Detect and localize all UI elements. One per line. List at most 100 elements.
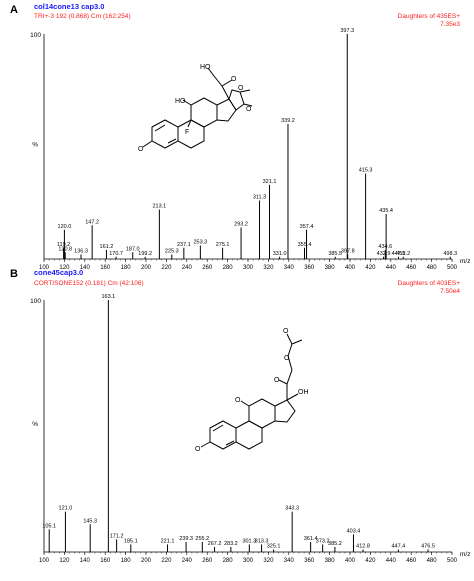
panel-a-peak-label: 170.7 <box>109 251 123 257</box>
panel-a-x-tick-label: 220 <box>161 265 172 271</box>
panel-a-x-tick-label: 480 <box>427 265 438 271</box>
panel-a-peak-label: 339.2 <box>281 118 295 124</box>
svg-text:O: O <box>138 146 144 153</box>
panel-b-x-tick-label: 120 <box>59 558 70 564</box>
panel-a-peak-label: 435.4 <box>379 208 393 214</box>
svg-text:O: O <box>246 106 252 113</box>
panel-b-x-tick-label: 500 <box>447 558 458 564</box>
panel-b-x-tick-label: 360 <box>304 558 315 564</box>
panel-a-x-tick-label: 200 <box>141 265 152 271</box>
panel-a-peak-label: 253.3 <box>193 240 207 246</box>
panel-b-peak-label: 403.4 <box>347 528 361 534</box>
panel-b-y-top-label: 100 <box>30 298 41 305</box>
panel-a-x-tick-label: 140 <box>80 265 91 271</box>
panel-a-peak-label: 434.6 <box>378 244 392 250</box>
panel-a-peak-label: 225.3 <box>165 249 179 255</box>
svg-text:F: F <box>185 129 189 136</box>
panel-b-peak-label: 301.3 <box>242 538 256 544</box>
panel-a-x-tick-label: 500 <box>447 265 458 271</box>
panel-b-x-axis-label: m/z <box>460 551 470 558</box>
panel-a-peak-label: 187.0 <box>126 246 140 252</box>
panel-a-x-tick-label: 460 <box>406 265 417 271</box>
panel-b-header: B cone45cap3.0 CORTISONE152 (0.181) Cm (… <box>10 268 460 295</box>
panel-b-x-tick-label: 480 <box>427 558 438 564</box>
panel-b-peak-label: 255.2 <box>195 536 209 542</box>
panel-a-peak-label: 355.4 <box>298 242 312 248</box>
panel-a-x-tick-label: 120 <box>59 265 70 271</box>
panel-b-peak-label: 163.1 <box>101 294 115 300</box>
panel-a-peak-label: 498.3 <box>443 251 457 257</box>
panel-a-peak-label: 385.5 <box>328 251 342 257</box>
panel-b-scan: CORTISONE152 (0.181) Cm (42:106) <box>34 280 144 287</box>
panel-b-x-tick-label: 400 <box>345 558 356 564</box>
svg-text:HO: HO <box>200 64 211 71</box>
panel-a-header: A col14cone13 cap3.0 TRI+-3 192 (0.868) … <box>10 2 460 28</box>
panel-a-y-top-label: 100 <box>30 32 41 39</box>
panel-b-structure <box>200 333 303 450</box>
panel-a-structure-atoms: O HO F HO O O O <box>138 64 252 153</box>
panel-a-x-tick-label: 360 <box>304 265 315 271</box>
panel-a-file: col14cone13 cap3.0 <box>34 2 104 11</box>
panel-b-peak-label: 361.4 <box>304 536 318 542</box>
panel-b-x-tick-label: 160 <box>100 558 111 564</box>
panel-b-x-tick-label: 200 <box>141 558 152 564</box>
panel-b-structure-atoms: O O O OH O O <box>195 328 309 453</box>
panel-b-peak-label: 105.1 <box>42 523 56 529</box>
panel-b-spectrum: 100% 100 120 140 160 180 200 220 240 260 280 300 320… <box>30 294 470 564</box>
panel-b-peak-label: 325.1 <box>267 543 281 549</box>
panel-a-x-tick-label: 440 <box>386 265 397 271</box>
panel-b-x-tick-label: 440 <box>386 558 397 564</box>
panel-b-file: cone45cap3.0 <box>34 268 83 277</box>
panel-b-x-tick-label: 380 <box>325 558 336 564</box>
panel-b-x-tick-label: 420 <box>365 558 376 564</box>
panel-b-peak-label: 171.2 <box>110 533 124 539</box>
panel-b-peak-label: 447.4 <box>391 543 405 549</box>
panel-b-peak-label: 145.3 <box>83 518 97 524</box>
panel-a-peak-label: 397.8 <box>341 249 355 255</box>
panel-a-peak-label: 447.5 <box>392 251 406 257</box>
panel-a-peak-label: 293.2 <box>234 222 248 228</box>
panel-b-x-tick-label: 140 <box>80 558 91 564</box>
panel-a-intensity: 7.35e3 <box>440 21 460 28</box>
panel-a-peak-label: 237.1 <box>177 242 191 248</box>
panel-b-x-tick-label: 220 <box>161 558 172 564</box>
panel-b-x-tick-label: 240 <box>182 558 193 564</box>
svg-text:O: O <box>274 377 280 384</box>
panel-b-x-tick-label: 460 <box>406 558 417 564</box>
panel-a-x-tick-label: 180 <box>121 265 132 271</box>
panel-a-peak-label: 120.8 <box>58 246 72 252</box>
panel-a-x-tick-label: 160 <box>100 265 111 271</box>
svg-text:O: O <box>284 355 290 362</box>
panel-a-peak-label: 213.1 <box>152 204 166 210</box>
panel-a-peak-label: 321.1 <box>263 179 277 185</box>
panel-a-x-axis-label: m/z <box>460 258 470 265</box>
panel-b-peak-label: 313.3 <box>255 538 269 544</box>
panel-b-label: B <box>10 268 18 280</box>
panel-a-x-tick-label: 300 <box>243 265 254 271</box>
panel-a-scan: TRI+-3 192 (0.868) Cm (162:254) <box>34 13 131 20</box>
panel-a-peak-label: 452.2 <box>396 251 410 257</box>
panel-b-x-tick-label: 340 <box>284 558 295 564</box>
svg-text:O: O <box>235 397 241 404</box>
panel-a-x-tick-label: 100 <box>39 265 50 271</box>
panel-a-spectrum: 100% 100 120 140 160 180 200 220 240 260 280 300 320… <box>30 28 470 271</box>
panel-a-x-tick-label: 320 <box>263 265 274 271</box>
panel-b-peak-label: 185.1 <box>124 538 138 544</box>
panel-b-peak-label: 267.2 <box>208 541 222 547</box>
svg-text:O: O <box>231 76 237 83</box>
svg-text:O: O <box>195 446 201 453</box>
panel-a-x-tick-label: 280 <box>223 265 234 271</box>
panel-b-peak-label: 283.2 <box>224 541 238 547</box>
panel-b-peak-label: 373.2 <box>316 538 330 544</box>
panel-b-peak-label: 412.8 <box>356 543 370 549</box>
panel-b-x-tick-label: 300 <box>243 558 254 564</box>
panel-a-daughters: Daughters of 435ES+ <box>398 13 461 20</box>
svg-text:O: O <box>283 328 289 335</box>
panel-b-intensity: 7.50e4 <box>440 288 460 295</box>
panel-b-peak-label: 221.1 <box>161 538 175 544</box>
panel-a-peak-label: 311.3 <box>253 195 266 201</box>
svg-text:OH: OH <box>298 389 309 396</box>
panel-a-peak-label: 415.3 <box>359 168 373 174</box>
panel-b-peak-label: 385.2 <box>328 541 342 547</box>
